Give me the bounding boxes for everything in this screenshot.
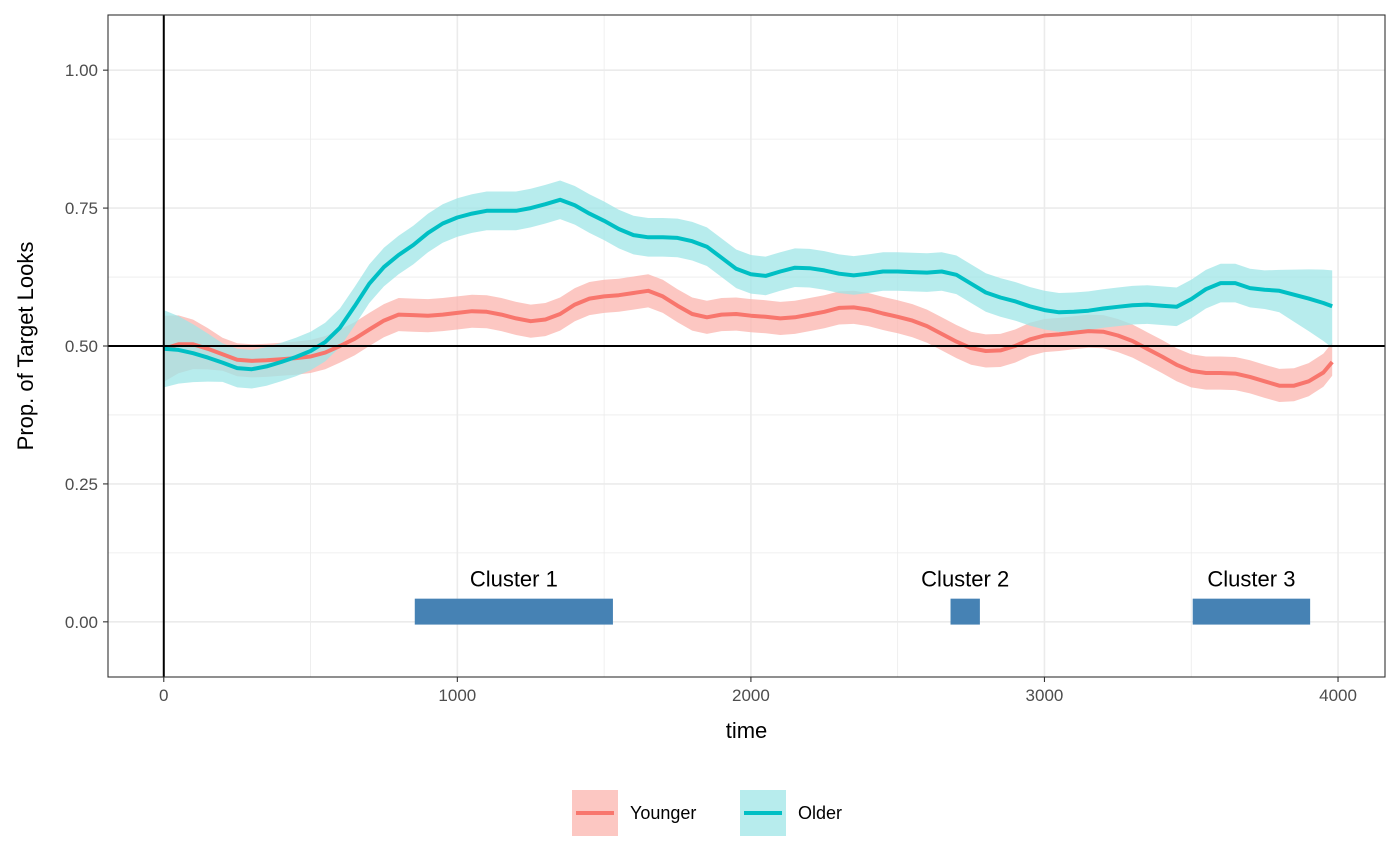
y-axis-title: Prop. of Target Looks: [13, 242, 38, 451]
ribbon-younger: [163, 274, 1333, 402]
x-tick-label: 1000: [438, 686, 476, 705]
y-tick-label: 0.25: [65, 475, 98, 494]
x-tick-label: 0: [159, 686, 168, 705]
reference-lines: [108, 15, 1385, 677]
x-axis-title: time: [726, 718, 768, 743]
x-tick-label: 3000: [1026, 686, 1064, 705]
y-tick-label: 0.00: [65, 613, 98, 632]
y-tick-label: 1.00: [65, 61, 98, 80]
x-tick-label: 4000: [1319, 686, 1357, 705]
legend: Younger Older: [572, 790, 842, 836]
x-tick-label: 2000: [732, 686, 770, 705]
legend-label-younger: Younger: [630, 803, 696, 823]
cluster-label-2: Cluster 2: [921, 567, 1009, 592]
ribbons: [163, 180, 1333, 402]
axis-ticks: 0 1000 2000 3000 4000 0.00 0.25 0.50 0.75 1.00: [65, 61, 1357, 705]
legend-label-older: Older: [798, 803, 842, 823]
y-tick-label: 0.75: [65, 199, 98, 218]
ribbon-older: [163, 180, 1333, 389]
clusters: Cluster 1 Cluster 2 Cluster 3: [414, 567, 1311, 625]
cluster-label-1: Cluster 1: [470, 567, 558, 592]
cluster-bar-1: [414, 598, 613, 625]
cluster-bar-2: [950, 598, 980, 625]
y-tick-label: 0.50: [65, 337, 98, 356]
cluster-label-3: Cluster 3: [1207, 567, 1295, 592]
cluster-bar-3: [1192, 598, 1311, 625]
series-line-older: [163, 197, 1333, 372]
